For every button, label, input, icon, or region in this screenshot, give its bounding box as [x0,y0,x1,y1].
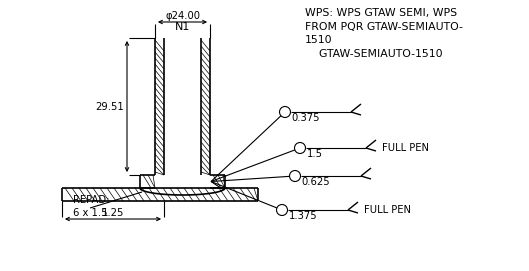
Text: WPS: WPS GTAW SEMI, WPS
FROM PQR GTAW-SEMIAUTO-
1510
    GTAW-SEMIAUTO-1510: WPS: WPS GTAW SEMI, WPS FROM PQR GTAW-SE… [305,8,463,59]
Text: FULL PEN: FULL PEN [382,143,429,153]
Text: 29.51: 29.51 [95,102,124,111]
Text: REPAD:
6 x 1.5: REPAD: 6 x 1.5 [73,195,110,218]
Text: 1.5: 1.5 [306,149,323,159]
Text: φ24.00: φ24.00 [166,11,201,21]
Text: FULL PEN: FULL PEN [364,205,411,215]
Text: 1.375: 1.375 [288,211,317,221]
Text: 1.25: 1.25 [102,208,124,218]
Text: 0.625: 0.625 [302,177,330,187]
Text: N1: N1 [175,22,190,32]
Text: 0.375: 0.375 [291,113,320,123]
